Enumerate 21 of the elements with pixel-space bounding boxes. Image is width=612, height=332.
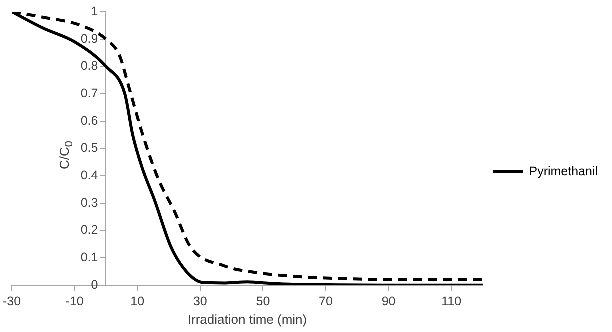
y-tick-label: 0.9: [80, 32, 98, 46]
y-tick-label: 1: [91, 4, 98, 18]
y-tick-label: 0: [91, 278, 98, 292]
y-tick-label: 0.5: [80, 141, 98, 156]
x-tick-label: -10: [66, 294, 84, 308]
x-tick-label: 110: [442, 294, 462, 308]
x-tick-label: 30: [193, 294, 208, 308]
x-tick-label: 90: [382, 294, 396, 308]
x-tick-label: 70: [319, 294, 333, 308]
y-tick-label: 0.3: [80, 196, 98, 210]
y-tick-label: 0.7: [80, 86, 98, 100]
y-tick-label: 0.1: [80, 250, 98, 265]
x-tick-label: 50: [256, 294, 270, 308]
legend-label: Pyrimethanil: [529, 164, 598, 178]
y-tick-label: 0.6: [80, 114, 98, 128]
x-axis-title: Irradiation time (min): [188, 312, 308, 327]
y-tick-label: 0.8: [80, 59, 98, 74]
x-tick-label: -30: [2, 294, 22, 308]
x-tick-label: 10: [130, 294, 145, 308]
y-tick-label: 0.4: [80, 168, 98, 182]
y-tick-label: 0.2: [80, 223, 98, 238]
